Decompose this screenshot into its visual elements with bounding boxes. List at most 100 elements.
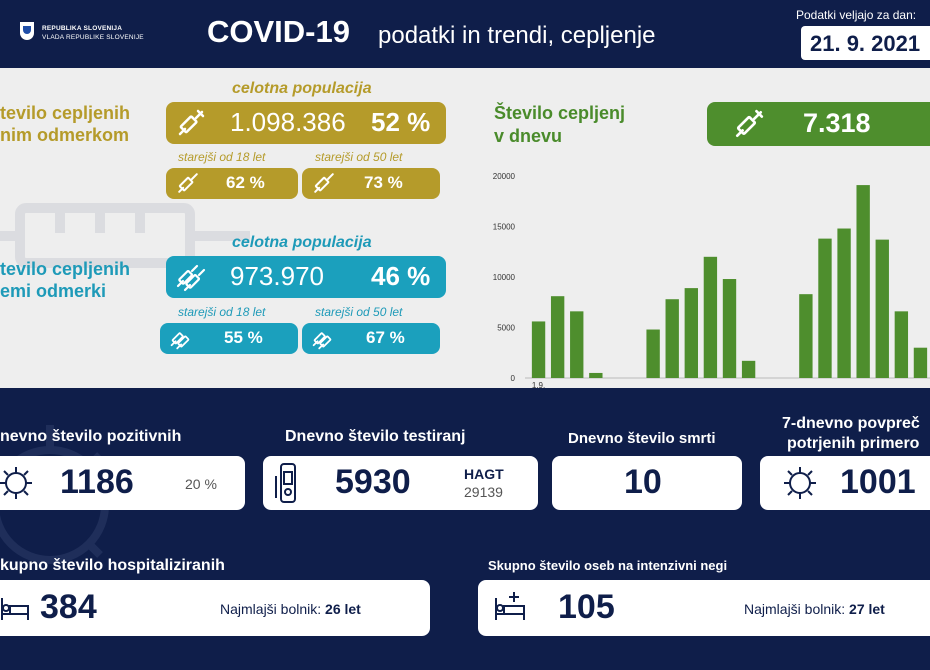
positive-cases-card: 1186 20 %: [0, 456, 245, 510]
icu-title: Skupno število oseb na intenzivni negi: [488, 558, 728, 573]
icu-youngest: Najmlajši bolnik: 27 let: [744, 601, 885, 617]
test-kit-icon: [275, 463, 296, 503]
full-dose-label-line1: tevilo cepljenih: [0, 259, 131, 279]
government-name: REPUBLIKA SLOVENIJA VLADA REPUBLIKE SLOV…: [42, 24, 144, 42]
bar-17.9.: [837, 228, 851, 378]
deaths-card: 10: [552, 456, 742, 510]
first-dose-total-percent: 52 %: [371, 107, 431, 137]
bar-19.9.: [875, 239, 889, 378]
tests-title: Dnevno število testiranj: [285, 428, 466, 445]
avg7-title-line1: 7-dnevno povpreč: [782, 415, 920, 432]
positive-cases-value: 1186: [60, 463, 134, 501]
x-tick-label: 1.9.: [532, 381, 545, 388]
full-dose-population-label: celotna populacija: [232, 234, 372, 251]
y-tick-label: 5000: [497, 324, 515, 333]
positive-rate: 20 %: [185, 476, 217, 492]
hospital-bed-icon: [1, 598, 29, 620]
header: REPUBLIKA SLOVENIJA VLADA REPUBLIKE SLOV…: [0, 0, 930, 62]
double-syringe-icon: [312, 332, 332, 350]
avg7-title-line2: potrjenih primero: [787, 435, 920, 452]
bar-9.9.: [684, 288, 698, 378]
first-dose-over18-pill: 62 %: [166, 168, 298, 199]
first-dose-label-line1: tevilo cepljenih: [0, 103, 131, 123]
page-title: COVID-19: [207, 14, 350, 49]
coat-of-arms-icon: [20, 22, 34, 40]
hagt-label: HAGT: [464, 466, 504, 482]
icu-youngest-value: 27 let: [849, 601, 885, 617]
full-dose-over18-label: starejši od 18 let: [178, 305, 266, 319]
double-syringe-icon: [176, 264, 206, 292]
first-dose-over50-percent: 73 %: [364, 173, 403, 192]
first-dose-total-value: 1.098.386: [230, 107, 346, 137]
daily-vaccinations-chart: 0 5000 10000 15000 20000 1.9.: [493, 172, 930, 388]
bar-16.9.: [818, 238, 832, 378]
tests-card: 5930 HAGT 29139: [263, 456, 538, 510]
bar-7.9.: [646, 329, 660, 378]
syringe-icon: [178, 109, 205, 136]
full-dose-over50-percent: 67 %: [366, 328, 405, 347]
gov-line-1: REPUBLIKA SLOVENIJA: [42, 25, 123, 32]
first-dose-over50-label: starejši od 50 let: [315, 150, 403, 164]
hagt-value: 29139: [464, 484, 503, 500]
bar-4.9.: [589, 372, 603, 378]
syringe-icon: [314, 173, 334, 193]
bar-2.9.: [550, 296, 565, 378]
full-dose-total-pill: 973.970 46 %: [166, 256, 446, 298]
full-dose-over50-label: starejši od 50 let: [315, 305, 403, 319]
bar-21.9.: [913, 347, 928, 378]
virus-icon: [0, 467, 32, 499]
icu-youngest-label: Najmlajši bolnik:: [744, 601, 846, 617]
date-value: 21. 9. 2021: [801, 26, 930, 60]
y-tick-label: 20000: [493, 172, 516, 181]
first-dose-over18-label: starejši od 18 let: [178, 150, 266, 164]
positive-cases-title: nevno število pozitivnih: [0, 428, 182, 445]
y-tick-label: 0: [511, 374, 516, 383]
hospitalized-title: kupno število hospitaliziranih: [0, 557, 225, 574]
full-dose-label: tevilo cepljenih emi odmerki: [0, 258, 130, 302]
bar-1.9.: [531, 321, 546, 378]
hospitalized-value: 384: [40, 588, 97, 626]
hospitalized-youngest: Najmlajši bolnik: 26 let: [220, 601, 361, 617]
bar-3.9.: [570, 311, 584, 378]
syringe-icon: [178, 173, 198, 193]
hospitalized-youngest-label: Najmlajši bolnik:: [220, 601, 322, 617]
bar-18.9.: [856, 185, 870, 378]
daily-vaccinations-pill: 7.318: [707, 102, 930, 146]
date-label: Podatki veljajo za dan:: [796, 8, 917, 22]
vaccination-panel: tevilo cepljenih nim odmerkom celotna po…: [0, 68, 930, 388]
first-dose-population-label: celotna populacija: [232, 80, 372, 97]
tests-value: 5930: [335, 463, 411, 501]
bar-15.9.: [799, 294, 813, 378]
daily-label-line2: v dnevu: [494, 126, 563, 146]
hospitalized-card: 384 Najmlajši bolnik: 26 let: [0, 580, 430, 636]
avg7-card: 1001: [760, 456, 930, 510]
first-dose-label: tevilo cepljenih nim odmerkom: [0, 102, 130, 146]
hospitalized-youngest-value: 26 let: [325, 601, 361, 617]
hospital-bed-cross-icon: [495, 592, 525, 620]
deaths-value: 10: [624, 463, 662, 501]
full-dose-label-line2: emi odmerki: [0, 281, 107, 301]
first-dose-total-pill: 1.098.386 52 %: [166, 102, 446, 144]
first-dose-over18-percent: 62 %: [226, 173, 265, 192]
avg7-value: 1001: [840, 463, 916, 501]
deaths-title: Dnevno število smrti: [568, 430, 716, 447]
bar-11.9.: [722, 279, 737, 378]
page-subtitle: podatki in trendi, cepljenje: [378, 22, 656, 49]
icu-card: 105 Najmlajši bolnik: 27 let: [478, 580, 930, 636]
bar-8.9.: [665, 299, 679, 378]
syringe-background-icon: [0, 203, 250, 268]
icu-value: 105: [558, 588, 615, 626]
first-dose-label-line2: nim odmerkom: [0, 125, 130, 145]
first-dose-over50-pill: 73 %: [302, 168, 440, 199]
bar-12.9.: [741, 360, 756, 378]
avg7-title: 7-dnevno povpreč potrjenih primero: [782, 414, 920, 454]
full-dose-total-value: 973.970: [230, 261, 324, 291]
y-tick-label: 15000: [493, 223, 516, 232]
full-dose-total-percent: 46 %: [371, 261, 431, 291]
daily-vaccinations-value: 7.318: [803, 108, 871, 138]
full-dose-over50-pill: 67 %: [302, 323, 440, 354]
bar-20.9.: [894, 311, 909, 378]
double-syringe-icon: [170, 332, 190, 350]
full-dose-over18-percent: 55 %: [224, 328, 263, 347]
daily-vaccinations-label: Število cepljenj v dnevu: [494, 102, 625, 148]
